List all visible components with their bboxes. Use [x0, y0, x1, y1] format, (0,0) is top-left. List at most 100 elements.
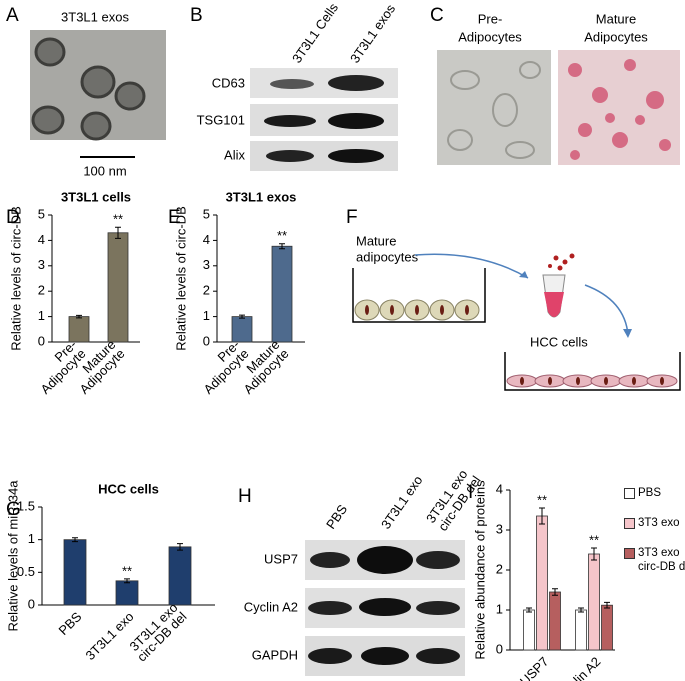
y-tick-label: 1: [203, 308, 210, 323]
bar: [63, 539, 87, 606]
tube: [542, 253, 575, 318]
y-tick-label: 3: [38, 257, 45, 272]
legend-label: 3T3 exo circ-DB del: [638, 547, 685, 573]
band-label: Cyclin A2: [244, 599, 298, 614]
panel-label: D: [6, 207, 20, 228]
bar: [549, 591, 561, 651]
band-label: GAPDH: [252, 647, 298, 662]
error-bar: [177, 543, 183, 551]
y-tick-label: 0.5: [17, 564, 35, 579]
panel-label: I: [468, 482, 473, 503]
panel-label: E: [168, 207, 181, 228]
panel-label: A: [6, 5, 19, 26]
x-tick-label: 3T3L1 exo: [83, 609, 137, 663]
panel-title: 3T3L1 exos: [61, 9, 129, 24]
bar: [231, 316, 253, 343]
y-tick-label: 2: [203, 283, 210, 298]
error-bar: [604, 601, 610, 609]
significance: **: [589, 532, 599, 547]
image-title: Adipocytes: [584, 29, 648, 44]
error-bar: [115, 226, 121, 239]
y-axis-label: Relative levels of circ-DB: [173, 206, 188, 351]
error-bar: [539, 507, 545, 525]
image-title: Adipocytes: [458, 29, 522, 44]
arrow: [414, 253, 529, 279]
bar: [575, 609, 587, 651]
error-bar: [591, 547, 597, 561]
arrow: [584, 284, 629, 336]
y-tick-label: 5: [38, 206, 45, 221]
lane-label: 3T3L1 exo: [378, 473, 426, 532]
error-bar: [578, 607, 584, 613]
lane-label: 3T3L1 Cells: [289, 0, 341, 66]
chart-title: 3T3L1 exos: [226, 189, 297, 204]
bar: [523, 609, 535, 651]
diagram-label: Mature: [356, 233, 396, 248]
error-bar: [279, 243, 285, 250]
y-tick-label: 1: [28, 531, 35, 546]
y-axis-label: Relative levels of miR-34a: [5, 480, 20, 632]
panel-label: C: [430, 5, 444, 26]
y-tick-label: 1.5: [17, 498, 35, 513]
bar: [536, 515, 548, 651]
y-tick-label: 2: [496, 561, 503, 576]
band-label: USP7: [264, 551, 298, 566]
y-tick-label: 2: [38, 283, 45, 298]
diagram-label: adipocytes: [356, 249, 419, 264]
legend-swatch: [624, 518, 635, 529]
x-tick-label: Cyclin A2: [555, 654, 604, 681]
error-bar: [239, 314, 245, 319]
y-tick-label: 1: [38, 308, 45, 323]
error-bar: [76, 314, 82, 319]
image-title: Pre-: [478, 11, 503, 26]
chart-title: HCC cells: [98, 481, 159, 496]
significance: **: [113, 212, 123, 227]
y-tick-label: 4: [38, 232, 45, 247]
scale-label: 100 nm: [83, 163, 126, 178]
legend-label: PBS: [638, 487, 662, 499]
legend-swatch: [624, 548, 635, 559]
error-bar: [526, 607, 532, 613]
panel-label: F: [346, 207, 358, 228]
cells: [447, 61, 541, 159]
panel-label: G: [6, 499, 21, 520]
significance: **: [277, 228, 287, 243]
significance: **: [122, 563, 132, 578]
y-tick-label: 0: [203, 333, 210, 348]
western-blot: [305, 540, 465, 676]
y-axis-label: Relative levels of circ-DB: [8, 206, 23, 351]
band-label: CD63: [212, 75, 245, 90]
donor-dish: [352, 268, 486, 323]
bar: [271, 245, 293, 343]
band-label: TSG101: [197, 112, 245, 127]
error-bar: [72, 537, 78, 543]
bar: [68, 316, 90, 343]
x-tick-label: PBS: [56, 609, 85, 638]
bar: [588, 553, 600, 651]
error-bar: [124, 578, 130, 584]
legend-label: 3T3 exo: [638, 517, 680, 529]
bar: [115, 580, 139, 606]
exosomes: [31, 37, 146, 141]
bar: [107, 232, 129, 343]
y-axis-label: Relative abundance of proteins: [472, 480, 487, 660]
chart-title: 3T3L1 cells: [61, 189, 131, 204]
y-tick-label: 4: [496, 481, 503, 496]
diagram-label: HCC cells: [530, 334, 588, 349]
y-tick-label: 3: [203, 257, 210, 272]
arrow-head: [623, 329, 632, 338]
lipid-stain: [568, 59, 671, 160]
panel-label: B: [190, 5, 203, 26]
lane-label: PBS: [323, 502, 350, 532]
y-tick-label: 0: [28, 596, 35, 611]
arrow-head: [519, 271, 528, 278]
x-tick-label: USP7: [517, 654, 552, 681]
image-title: Mature: [596, 11, 636, 26]
y-tick-label: 3: [496, 521, 503, 536]
lane-label: 3T3L1 exos: [347, 1, 399, 66]
bar: [601, 604, 613, 651]
y-tick-label: 0: [38, 333, 45, 348]
y-tick-label: 0: [496, 641, 503, 656]
